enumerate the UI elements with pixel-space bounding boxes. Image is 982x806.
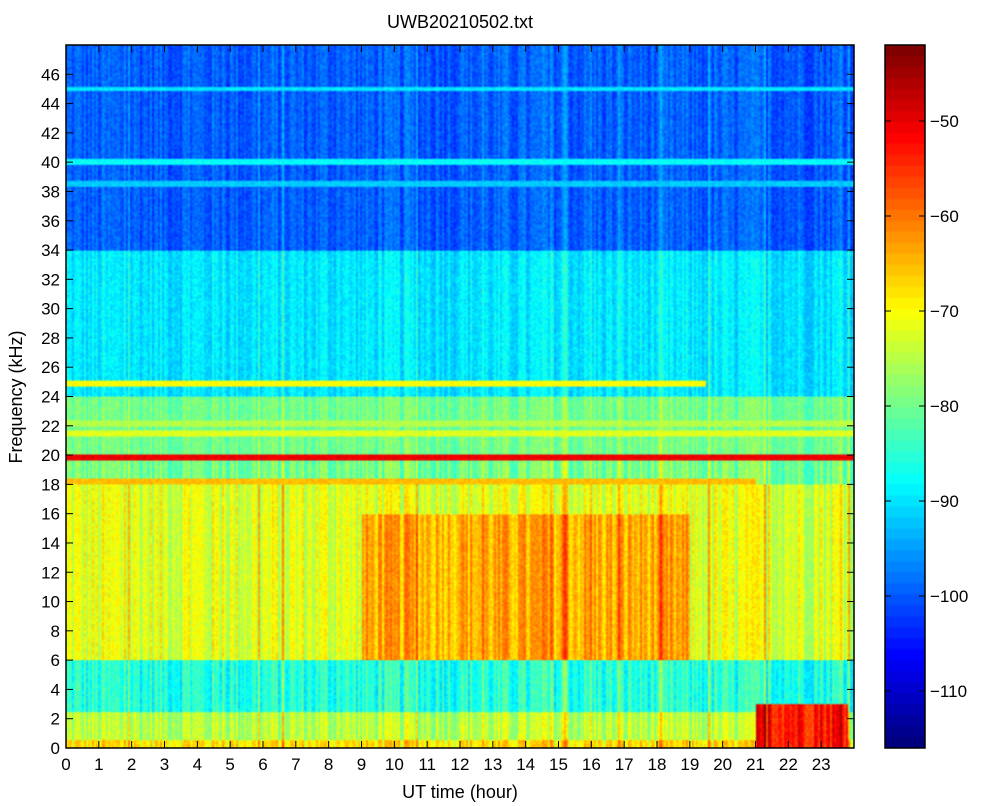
x-tick-label: 22 (779, 755, 798, 774)
y-tick-label: 2 (51, 710, 60, 729)
x-tick-label: 5 (225, 755, 234, 774)
chart-title: UWB20210502.txt (387, 12, 533, 32)
x-tick-label: 12 (451, 755, 470, 774)
y-tick-label: 8 (51, 622, 60, 641)
x-tick-label: 17 (615, 755, 634, 774)
y-tick-label: 22 (41, 417, 60, 436)
y-tick-label: 16 (41, 505, 60, 524)
y-tick-label: 6 (51, 651, 60, 670)
colorbar-frame (884, 44, 926, 749)
x-tick-label: 2 (127, 755, 136, 774)
x-tick-label: 14 (516, 755, 535, 774)
y-tick-label: 44 (41, 95, 60, 114)
x-axis: 0 1 2 3 4 5 6 7 8 9 10 11 12 13 14 15 16 17 18 19 20 21 22 23 (61, 45, 831, 774)
colorbar-tick-label: −100 (930, 587, 968, 606)
colorbar-tick-label: −60 (930, 207, 959, 226)
y-tick-label: 18 (41, 475, 60, 494)
y-tick-label: 12 (41, 563, 60, 582)
x-tick-label: 1 (94, 755, 103, 774)
y-tick-label: 4 (51, 680, 60, 699)
x-tick-label: 4 (193, 755, 202, 774)
x-axis-label: UT time (hour) (402, 782, 518, 802)
colorbar: −110 −100 −90 −80 −70 −60 −50 (884, 44, 968, 749)
y-tick-label: 0 (51, 739, 60, 758)
spectrogram-image (66, 45, 854, 748)
y-tick-label: 26 (41, 358, 60, 377)
y-tick-label: 14 (41, 534, 60, 553)
y-tick-label: 42 (41, 124, 60, 143)
colorbar-ticks: −110 −100 −90 −80 −70 −60 −50 (885, 112, 968, 701)
y-tick-label: 20 (41, 446, 60, 465)
x-tick-label: 21 (746, 755, 765, 774)
colorbar-tick-label: −50 (930, 112, 959, 131)
y-axis: 0246810121416182022242628303234363840424… (41, 65, 854, 758)
colorbar-tick-label: −70 (930, 302, 959, 321)
colorbar-tick-label: −110 (930, 682, 967, 701)
y-axis-label: Frequency (kHz) (6, 330, 26, 463)
x-tick-label: 23 (812, 755, 831, 774)
y-tick-label: 24 (41, 388, 60, 407)
colorbar-tick-label: −80 (930, 397, 959, 416)
y-tick-label: 30 (41, 300, 60, 319)
y-tick-label: 28 (41, 329, 60, 348)
y-tick-label: 34 (41, 241, 60, 260)
x-tick-label: 9 (357, 755, 366, 774)
x-tick-label: 0 (61, 755, 70, 774)
x-tick-label: 7 (291, 755, 300, 774)
x-tick-label: 3 (160, 755, 169, 774)
y-tick-label: 10 (41, 593, 60, 612)
x-tick-label: 10 (385, 755, 404, 774)
y-tick-label: 46 (41, 65, 60, 84)
x-tick-label: 16 (582, 755, 601, 774)
y-tick-label: 38 (41, 182, 60, 201)
x-tick-label: 6 (258, 755, 267, 774)
x-tick-label: 13 (483, 755, 502, 774)
colorbar-gradient (885, 45, 925, 748)
x-tick-label: 18 (648, 755, 667, 774)
x-tick-label: 20 (713, 755, 732, 774)
x-tick-label: 8 (324, 755, 333, 774)
colorbar-tick-label: −90 (930, 492, 959, 511)
y-tick-label: 36 (41, 212, 60, 231)
y-tick-label: 32 (41, 270, 60, 289)
x-tick-label: 11 (418, 755, 436, 774)
x-tick-label: 15 (549, 755, 568, 774)
y-tick-label: 40 (41, 153, 60, 172)
x-tick-label: 19 (680, 755, 699, 774)
spectrogram-plot (65, 44, 855, 749)
